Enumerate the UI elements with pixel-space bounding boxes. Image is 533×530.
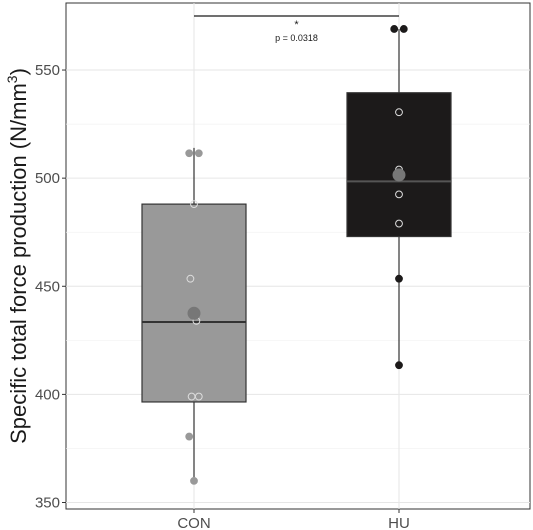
data-point: [194, 149, 203, 158]
data-point: [395, 219, 403, 228]
data-point: [395, 274, 403, 283]
y-axis: 350 400 450 500 550: [35, 62, 66, 512]
y-axis-title: Specific total force production (N/mm3): [4, 68, 31, 444]
y-tick-label: 350: [35, 495, 60, 512]
data-point: [395, 108, 403, 117]
y-tick-label: 500: [35, 170, 60, 187]
data-point: [187, 392, 196, 401]
box-group-hu: [346, 25, 452, 370]
y-tick-label: 400: [35, 386, 60, 403]
mean-point: [392, 168, 406, 182]
data-point: [395, 361, 403, 370]
x-tick-label: CON: [177, 515, 210, 530]
data-point: [190, 476, 198, 485]
data-point: [399, 25, 408, 33]
significance: * p = 0.0318: [194, 15, 399, 43]
data-point: [186, 274, 195, 283]
box: [141, 203, 247, 403]
y-tick-label: 550: [35, 62, 60, 79]
data-point: [190, 200, 198, 209]
box: [346, 92, 452, 238]
x-axis: CON HU: [177, 509, 410, 530]
panel-border: [65, 2, 531, 510]
data-point: [390, 25, 399, 33]
significance-star: *: [294, 19, 299, 31]
box-group-con: [141, 147, 247, 485]
mean-point: [187, 306, 201, 320]
data-point: [185, 149, 194, 158]
data-point: [185, 432, 194, 441]
p-value-label: p = 0.0318: [275, 33, 318, 43]
x-tick-label: HU: [388, 515, 410, 530]
data-point: [395, 190, 403, 199]
boxes: [141, 25, 452, 485]
y-tick-label: 450: [35, 278, 60, 295]
